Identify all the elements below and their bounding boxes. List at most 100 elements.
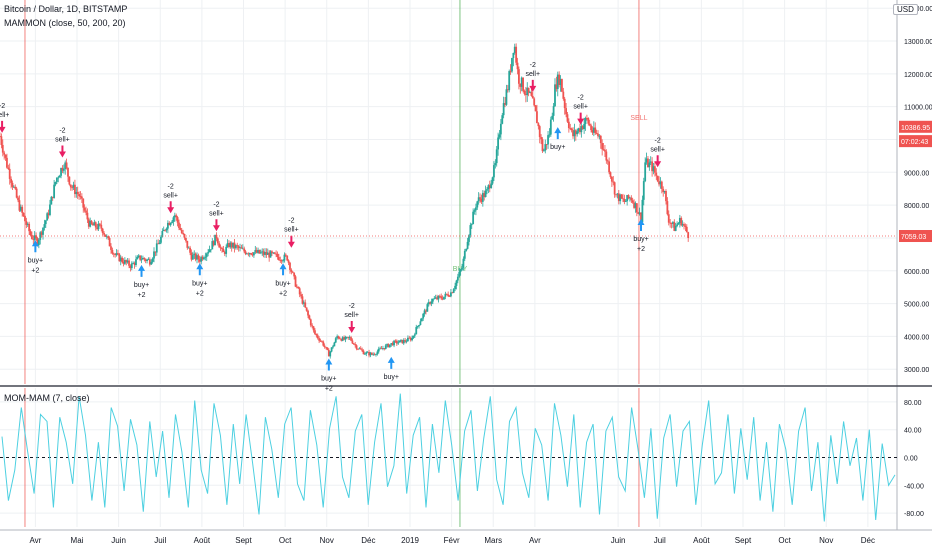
buy-arrow-icon	[31, 240, 39, 253]
candle-body	[354, 344, 357, 346]
candle-body	[605, 151, 608, 161]
x-tick-label: 2019	[401, 536, 419, 545]
candle-body	[573, 130, 576, 137]
candle-body	[617, 193, 620, 202]
candle-body	[136, 257, 139, 260]
candle-body	[339, 338, 341, 340]
candle-body	[622, 198, 624, 200]
candle-body	[6, 157, 8, 168]
candle-body	[36, 238, 39, 246]
candle-body	[302, 302, 305, 304]
candle-body	[178, 222, 180, 228]
candle-body	[336, 336, 339, 339]
currency-button[interactable]: USD	[893, 4, 918, 15]
candle-body	[241, 248, 244, 250]
candle-body	[382, 348, 384, 349]
candle-body	[4, 154, 7, 158]
candle-body	[369, 352, 372, 356]
candle-body	[649, 161, 652, 163]
candle-body	[221, 247, 223, 249]
candle-body	[37, 240, 40, 246]
candle-body	[172, 217, 175, 222]
candle-body	[55, 177, 58, 182]
buy-label: buy+	[321, 375, 336, 382]
x-tick-label: Déc	[361, 536, 375, 545]
candle-body	[142, 257, 144, 260]
candle-body	[404, 340, 407, 342]
candle-body	[665, 190, 667, 202]
candle-body	[562, 91, 565, 99]
candle-body	[148, 259, 151, 265]
candle-body	[226, 243, 229, 247]
candle-body	[519, 83, 522, 87]
candle-body	[189, 247, 191, 253]
candle-body	[25, 221, 28, 225]
sell-arrow-icon	[167, 201, 175, 214]
candle-body	[119, 257, 122, 262]
buy-label: +2	[196, 290, 204, 297]
candle-body	[638, 212, 641, 214]
candle-body	[395, 340, 398, 344]
candle-body	[505, 89, 508, 105]
candle-body	[28, 223, 31, 232]
candle-body	[179, 227, 182, 230]
candle-body	[74, 184, 76, 195]
candle-body	[161, 231, 164, 237]
candle-body	[200, 257, 203, 262]
candle-body	[484, 190, 487, 198]
candle-body	[642, 181, 645, 200]
candle-body	[370, 352, 373, 355]
candle-body	[31, 234, 33, 239]
candle-body	[261, 251, 264, 253]
candle-body	[228, 243, 230, 248]
sell-label: -2	[213, 201, 219, 208]
candle-body	[176, 217, 179, 223]
candle-body	[465, 248, 468, 251]
candle-body	[257, 249, 259, 253]
candle-body	[544, 144, 547, 151]
price-tag	[899, 135, 932, 148]
candle-body	[271, 251, 273, 254]
candle-body	[667, 214, 670, 223]
candle-body	[666, 201, 669, 215]
candle-body	[423, 310, 426, 314]
candle-body	[655, 172, 658, 176]
candle-body	[305, 307, 308, 311]
candle-body	[455, 280, 458, 286]
candle-body	[512, 52, 515, 58]
candle-body	[433, 298, 436, 300]
x-tick-label: Oct	[778, 536, 791, 545]
candle-body	[365, 352, 368, 354]
y-tick-label: 9000.00	[904, 170, 929, 177]
candle-body	[592, 127, 595, 133]
candle-body	[315, 333, 318, 336]
candle-body	[361, 349, 364, 351]
candle-body	[483, 193, 486, 198]
candle-body	[515, 46, 518, 63]
candle-body	[103, 233, 105, 235]
x-tick-label: Août	[194, 536, 211, 545]
candle-body	[415, 327, 418, 335]
candle-body	[10, 178, 12, 183]
osc-tick-label: 80.00	[904, 400, 922, 407]
candle-body	[408, 337, 411, 339]
sell-signal: sell+ -2	[650, 137, 665, 168]
candle-body	[581, 126, 584, 130]
candle-body	[350, 337, 352, 341]
candle-body	[12, 186, 15, 188]
candle-body	[298, 288, 301, 295]
candle-body	[108, 238, 111, 247]
candle-body	[601, 143, 604, 150]
candle-body	[551, 115, 554, 120]
candle-body	[463, 250, 466, 259]
candle-body	[516, 62, 519, 70]
candle-body	[137, 255, 140, 258]
candle-body	[438, 295, 441, 297]
candle-body	[133, 263, 136, 266]
candle-body	[204, 256, 207, 258]
candle-body	[29, 231, 32, 235]
candle-body	[444, 293, 447, 297]
candle-body	[587, 118, 590, 124]
sell-arrow-icon	[0, 120, 6, 133]
